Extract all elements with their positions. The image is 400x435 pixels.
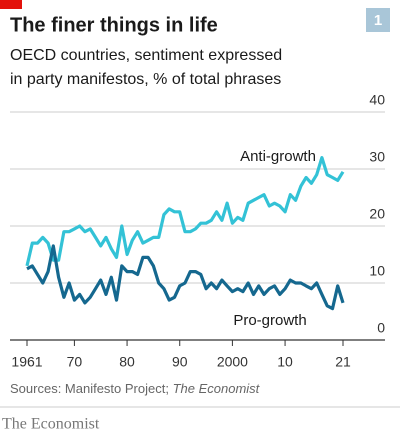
legend-label: Pro-growth: [233, 312, 306, 329]
subtitle: OECD countries, sentiment expressed: [10, 47, 282, 64]
y-tick-label: 0: [377, 320, 385, 336]
x-tick-label: 10: [277, 354, 293, 370]
brand: The Economist: [2, 416, 100, 433]
source-text: Sources: Manifesto Project;: [10, 381, 173, 396]
series-line: [25, 156, 345, 267]
subtitle: in party manifestos, % of total phrases: [10, 71, 281, 88]
chart-number: 1: [374, 12, 382, 29]
source: Sources: Manifesto Project; The Economis…: [10, 381, 261, 396]
legend-label: Anti-growth: [240, 148, 316, 165]
source-text: The Economist: [173, 381, 261, 396]
y-tick-label: 10: [369, 263, 385, 279]
x-tick-label: 80: [119, 354, 135, 370]
x-tick-label: 21: [335, 354, 351, 370]
plot: 0 10 20 30 40 1961 70 80 90 2000 10 21 Anti-growth Pr…: [10, 92, 385, 370]
x-tick-label: 1961: [11, 354, 42, 370]
brand-mark: [0, 0, 22, 9]
x-tick-label: 90: [172, 354, 188, 370]
series-line: [26, 244, 345, 311]
x-tick-label: 2000: [217, 354, 248, 370]
chart-number-box: [366, 8, 390, 32]
y-tick-label: 40: [369, 92, 385, 108]
y-tick-label: 20: [369, 206, 385, 222]
y-tick-label: 30: [369, 149, 385, 165]
chart-title: The finer things in life: [10, 14, 218, 36]
x-tick-label: 70: [67, 354, 83, 370]
